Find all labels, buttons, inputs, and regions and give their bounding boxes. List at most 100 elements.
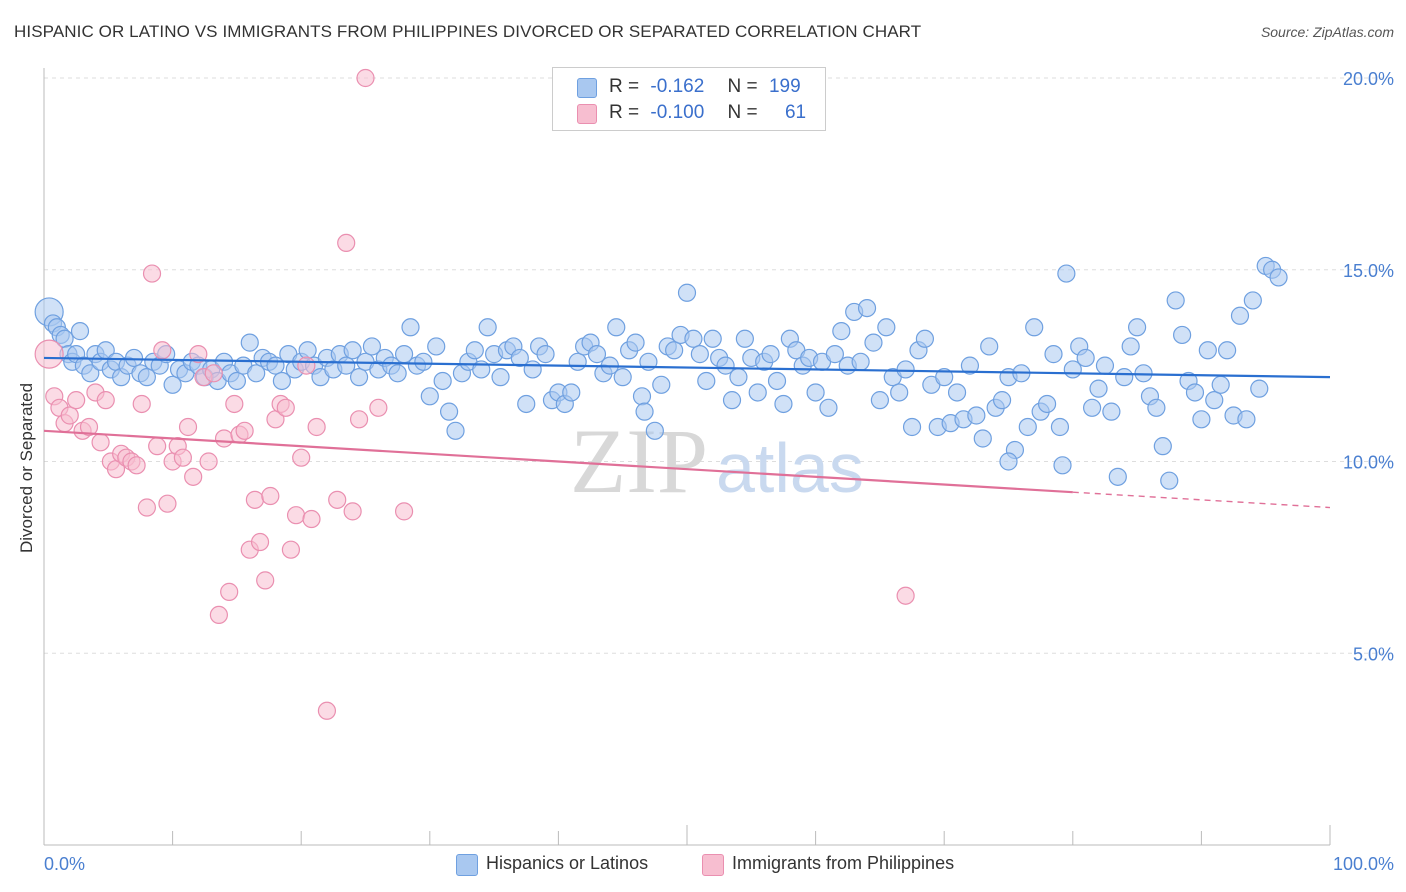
x-axis-ticks [43,825,1331,845]
data-point-hispanics [684,329,703,348]
data-point-hispanics [635,402,654,421]
data-point-philippines [369,398,388,417]
data-point-hispanics [607,318,626,337]
data-point-hispanics [1211,375,1230,394]
data-point-hispanics [935,368,954,387]
data-point-philippines [261,486,280,506]
x-tick-label-min: 0.0% [44,854,85,874]
data-point-hispanics [536,345,555,364]
data-point-hispanics [1243,291,1262,310]
data-point-philippines [60,406,79,425]
data-point-hispanics [992,391,1012,410]
chart-title: HISPANIC OR LATINO VS IMMIGRANTS FROM PH… [14,22,922,41]
legend-text: R = -0.100 N = 61 [609,102,806,124]
data-point-hispanics [1237,410,1256,429]
data-point-hispanics [825,345,844,364]
data-point-philippines [204,364,223,383]
data-point-hispanics [870,391,890,410]
data-point-hispanics [832,322,851,341]
data-point-hispanics [819,398,838,417]
legend-n-label: N = [727,76,758,97]
data-point-hispanics [915,329,935,348]
data-point-hispanics [1205,391,1224,410]
legend-r-label: R = [609,102,640,123]
data-point-philippines [153,341,172,360]
y-tick-label: 20.0% [1343,69,1394,89]
data-point-hispanics [1057,264,1076,283]
data-point-philippines [292,448,311,467]
data-point-philippines [307,417,326,437]
data-point-hispanics [517,394,536,414]
data-point-hispanics [1018,417,1037,437]
data-point-philippines [225,394,244,414]
legend-swatch-pink [577,104,597,124]
data-point-philippines [34,339,64,369]
data-point-hispanics [439,402,459,421]
data-point-philippines [328,490,347,509]
data-point-hispanics [902,417,922,437]
data-point-hispanics [272,371,292,391]
data-point-hispanics [947,383,967,402]
data-point-philippines [199,452,218,471]
data-point-hispanics [729,368,748,387]
data-point-hispanics [427,337,446,356]
data-point-hispanics [877,318,896,337]
data-point-hispanics [851,352,870,371]
data-point-philippines [132,394,151,414]
data-point-hispanics [677,283,697,302]
data-point-hispanics [247,364,266,383]
trend-line-philippines-extension [1072,491,1331,509]
data-point-philippines [184,467,203,486]
data-point-philippines [250,532,270,552]
data-point-hispanics [1198,341,1217,360]
bottom-legend: Hispanics or Latinos Immigrants from Phi… [0,853,1406,877]
data-point-philippines [235,421,254,440]
data-point-philippines [349,410,369,429]
y-axis-title: Divorced or Separated [17,383,36,553]
data-point-philippines [256,571,275,590]
data-point-philippines [148,437,167,456]
data-point-philippines [276,398,295,417]
data-point-hispanics [349,368,369,387]
data-point-hispanics [362,337,382,356]
legend-n-value: 61 [784,102,807,123]
data-point-hispanics [510,348,529,368]
data-point-philippines [317,701,337,720]
data-point-hispanics [767,371,787,391]
data-point-hispanics [562,383,581,402]
data-point-philippines [91,433,110,452]
legend-r-value: -0.100 [650,102,705,123]
data-point-hispanics [1153,437,1172,456]
data-point-hispanics [433,371,452,391]
data-point-hispanics [298,341,317,360]
data-point-hispanics [1185,383,1205,402]
data-point-philippines [214,429,234,448]
data-point-hispanics [690,345,709,364]
y-tick-label: 15.0% [1343,261,1394,281]
data-point-philippines [79,417,99,437]
data-point-philippines [286,506,306,525]
data-point-hispanics [632,387,652,406]
data-point-hispanics [748,383,767,402]
y-tick-label: 10.0% [1343,453,1394,473]
data-point-philippines [302,509,321,529]
data-point-hispanics [1115,368,1134,387]
data-point-philippines [173,448,192,467]
data-point-hispanics [697,371,716,391]
data-point-hispanics [722,391,742,410]
data-point-hispanics [124,348,144,368]
data-point-hispanics [1147,398,1166,417]
data-point-hispanics [414,352,433,371]
data-point-hispanics [645,421,664,440]
data-point-hispanics [613,368,632,387]
data-point-hispanics [523,360,542,379]
data-point-philippines [137,498,156,517]
legend-swatch-blue [577,78,597,98]
data-point-hispanics [890,383,909,402]
data-point-hispanics [587,345,607,364]
data-point-hispanics [478,318,497,337]
data-point-philippines [178,417,198,437]
data-point-philippines [189,345,208,364]
legend-n-value: 199 [768,76,801,97]
data-point-hispanics [1121,337,1140,356]
